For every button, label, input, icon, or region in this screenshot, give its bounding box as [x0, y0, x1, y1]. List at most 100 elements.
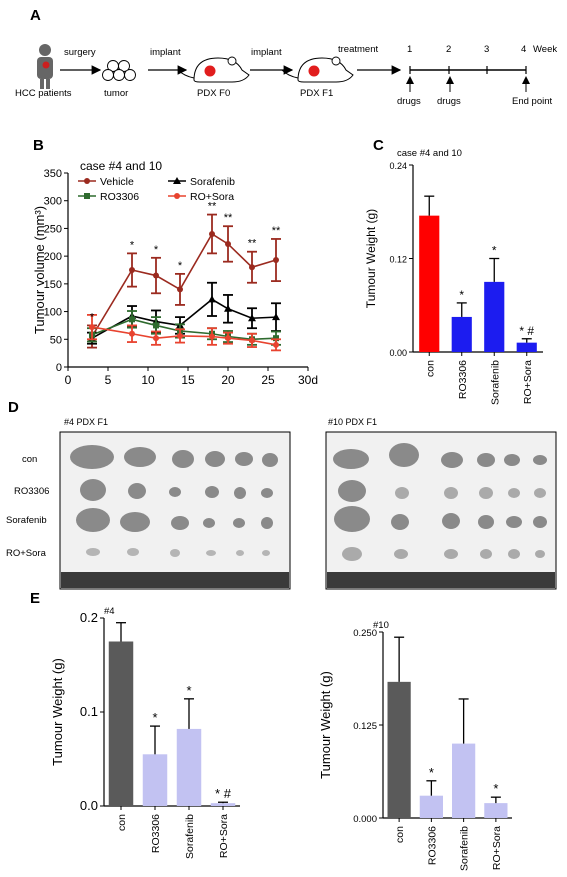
chart-e10-title: #10	[373, 620, 389, 631]
chart-c-bar	[451, 316, 472, 352]
chart-e4-category-label: RO+Sora	[218, 814, 230, 858]
chart-b-x-tick-label: 20	[221, 373, 235, 387]
chart-b-point	[249, 337, 255, 344]
chart-b-point	[272, 313, 280, 321]
chart-c-category-label: Sorafenib	[489, 360, 501, 405]
chart-e4-annotation: *	[152, 710, 157, 725]
chart-b-significance: **	[272, 225, 281, 237]
chart-b-x-tick-label: 0	[65, 373, 72, 387]
chart-c-category-label: RO+Sora	[522, 360, 534, 404]
chart-b-x-tick-label: 5	[105, 373, 112, 387]
chart-b-x-tick-label: 15	[181, 373, 195, 387]
chart-e4-category-label: Sorafenib	[184, 814, 196, 859]
photo-row-sorafenib: Sorafenib	[6, 515, 47, 526]
chart-b-legend-marker	[174, 193, 180, 199]
panel-label-d: D	[8, 399, 19, 416]
chart-c-category-label: RO3306	[457, 360, 469, 399]
chart-e10-y-axis-label: Tumour Weight (g)	[318, 671, 333, 779]
photo-title-case4: #4 PDX F1	[64, 417, 108, 427]
chart-b-title: case #4 and 10	[80, 159, 162, 173]
implant-label-1: implant	[150, 47, 181, 58]
chart-b-point	[153, 335, 159, 342]
chart-b-legend-marker	[84, 193, 90, 199]
tumor-label: tumor	[104, 88, 128, 99]
chart-e4-bar	[142, 754, 168, 806]
end-point-label: End point	[512, 96, 553, 107]
chart-b-legend-item: Sorafenib	[168, 176, 235, 188]
chart-b-point	[153, 322, 159, 329]
chart-b-series-line	[91, 326, 277, 346]
chart-c-y-tick-label: 0.12	[389, 255, 407, 265]
tumor-icon	[102, 60, 136, 81]
chart-e4-bar	[108, 641, 134, 806]
chart-e-case4-weight: #4 0.0 0.1 0.2 Tumour Weight (g) con * RO3306 * S…	[50, 606, 240, 859]
chart-e10-annotation: *	[493, 781, 498, 796]
chart-b-point	[129, 316, 135, 323]
chart-b-y-tick-label: 200	[44, 251, 62, 263]
chart-b-significance: **	[208, 201, 217, 213]
chart-b-series-ro-sora	[87, 313, 281, 352]
chart-c-title: case #4 and 10	[397, 148, 462, 159]
chart-b-series-line	[91, 318, 277, 341]
panel-label-e: E	[30, 590, 40, 607]
chart-b-x-tick-label: 25	[261, 373, 275, 387]
chart-b-point	[249, 264, 255, 271]
chart-b-point	[89, 324, 95, 331]
chart-c-tumour-weight: case #4 and 10 0.00 0.12 0.24 Tumour Weight …	[364, 148, 543, 405]
chart-b-legend-marker	[173, 177, 181, 184]
chart-b-legend-item: Vehicle	[78, 176, 134, 188]
chart-b-significance: **	[224, 212, 233, 224]
surgery-label: surgery	[64, 47, 96, 58]
chart-c-y-tick-label: 0.24	[389, 161, 407, 171]
photo-row-ro3306: RO3306	[14, 486, 49, 497]
week-label: Week	[533, 44, 557, 55]
chart-e10-bar	[419, 795, 443, 818]
treatment-label: treatment	[338, 44, 378, 55]
chart-b-point	[177, 286, 183, 293]
chart-b-tumour-volume: case #4 and 10 0 50 100 150 200 250 300 350 0 5 10 1…	[32, 159, 318, 387]
chart-b-point	[208, 295, 216, 303]
chart-b-significance: *	[130, 239, 135, 251]
chart-b-legend-marker	[84, 178, 90, 184]
chart-b-legend-label: Sorafenib	[190, 176, 235, 188]
panel-label-c: C	[373, 137, 384, 154]
chart-c-annotation: *	[459, 288, 464, 302]
chart-c-annotation: * #	[519, 324, 534, 338]
chart-c-bar	[516, 342, 537, 352]
chart-e10-category-label: Sorafenib	[459, 826, 471, 871]
chart-c-y-tick-label: 0.00	[389, 348, 407, 358]
chart-e4-bar	[176, 728, 202, 806]
chart-b-significance: *	[154, 244, 159, 256]
chart-e10-y-tick-label: 0.250	[353, 628, 377, 639]
chart-b-point	[209, 333, 215, 340]
chart-b-point	[224, 304, 232, 312]
mouse-icon-f0	[177, 56, 250, 83]
chart-b-series-line	[91, 298, 277, 339]
chart-e4-annotation: *	[186, 683, 191, 698]
chart-b-legend-label: Vehicle	[100, 176, 134, 188]
week-1: 1	[407, 44, 412, 55]
chart-c-bar	[419, 215, 440, 352]
chart-b-y-tick-label: 100	[44, 307, 62, 319]
chart-c-y-axis-label: Tumour Weight (g)	[364, 209, 378, 308]
chart-e10-bar	[387, 681, 411, 818]
timeline	[409, 66, 527, 74]
chart-e4-y-axis-label: Tumour Weight (g)	[50, 658, 65, 766]
chart-b-x-tick-label: 10	[141, 373, 155, 387]
photo-row-ro-sora: RO+Sora	[6, 548, 47, 559]
chart-e10-category-label: RO+Sora	[491, 826, 503, 870]
chart-c-annotation: *	[492, 244, 497, 258]
panel-label-b: B	[33, 137, 44, 154]
chart-b-y-tick-label: 250	[44, 223, 62, 235]
chart-b-significance: **	[248, 238, 257, 250]
tumor-photo-case10	[325, 431, 557, 590]
chart-e10-annotation: *	[429, 765, 434, 780]
chart-b-y-tick-label: 50	[50, 334, 62, 346]
chart-b-point	[177, 332, 183, 339]
chart-e4-y-tick-label: 0.2	[80, 610, 98, 625]
chart-c-category-label: con	[424, 360, 436, 377]
week-3: 3	[484, 44, 489, 55]
chart-e4-y-tick-label: 0.1	[80, 704, 98, 719]
chart-b-y-tick-label: 350	[44, 168, 62, 180]
week-2: 2	[446, 44, 451, 55]
